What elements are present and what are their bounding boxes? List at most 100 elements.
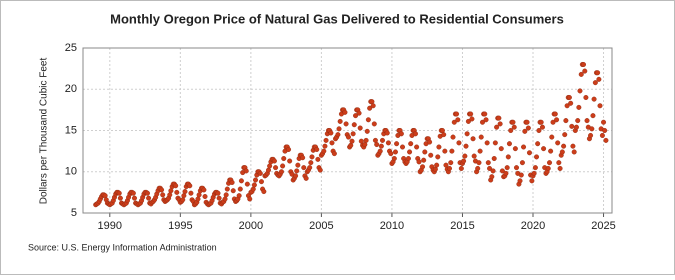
data-point xyxy=(562,132,568,138)
data-point xyxy=(539,124,545,130)
data-point xyxy=(548,148,554,154)
data-point xyxy=(300,155,306,161)
data-point xyxy=(308,160,314,166)
data-point xyxy=(573,124,579,130)
data-point xyxy=(525,125,531,131)
data-point xyxy=(273,165,279,171)
data-point xyxy=(535,141,541,147)
data-point xyxy=(532,165,538,171)
data-point xyxy=(541,146,547,152)
x-tick-label: 2005 xyxy=(309,220,333,232)
data-point xyxy=(531,170,537,176)
y-tick-label: 5 xyxy=(71,207,77,219)
data-point xyxy=(244,181,250,187)
data-point xyxy=(503,170,509,176)
data-point xyxy=(257,170,263,176)
data-point xyxy=(294,168,300,174)
data-point xyxy=(370,103,376,109)
data-point xyxy=(130,190,136,196)
x-tick-label: 2015 xyxy=(450,220,474,232)
data-point xyxy=(351,122,357,128)
data-point xyxy=(510,119,516,125)
data-point xyxy=(436,144,442,150)
data-point xyxy=(335,132,341,138)
data-point xyxy=(336,126,342,132)
data-point xyxy=(251,182,257,188)
data-point xyxy=(391,156,397,162)
data-point xyxy=(526,150,532,156)
data-point xyxy=(331,151,337,157)
data-point xyxy=(146,195,152,201)
data-point xyxy=(446,165,452,171)
data-point xyxy=(475,165,481,171)
data-point xyxy=(173,183,179,189)
data-point xyxy=(569,123,575,129)
data-point xyxy=(552,111,558,117)
data-point xyxy=(229,179,235,185)
data-point xyxy=(223,192,229,198)
data-point xyxy=(303,175,309,181)
data-point xyxy=(477,148,483,154)
data-point xyxy=(566,94,572,100)
data-point xyxy=(329,140,335,146)
data-point xyxy=(188,190,194,196)
data-point xyxy=(442,148,448,154)
data-point xyxy=(521,144,527,150)
data-point xyxy=(443,162,449,168)
data-point xyxy=(287,158,293,164)
data-point xyxy=(450,134,456,140)
data-point xyxy=(538,119,544,125)
data-point xyxy=(571,149,577,155)
data-point xyxy=(461,158,467,164)
data-point xyxy=(267,163,273,169)
data-point xyxy=(487,165,493,171)
data-point xyxy=(485,160,491,166)
data-point xyxy=(434,162,440,168)
data-point xyxy=(483,117,489,123)
data-point xyxy=(470,136,476,142)
data-point xyxy=(216,195,222,201)
data-point xyxy=(557,165,563,171)
data-point xyxy=(266,167,272,173)
data-point xyxy=(536,127,542,133)
data-point xyxy=(568,100,574,106)
x-tick-label: 1995 xyxy=(168,220,192,232)
data-point xyxy=(559,149,565,155)
data-point xyxy=(603,137,609,143)
data-point xyxy=(482,111,488,117)
data-point xyxy=(372,137,378,143)
data-point xyxy=(362,142,368,148)
x-tick-label: 2010 xyxy=(380,220,404,232)
data-point xyxy=(462,153,468,159)
data-point xyxy=(349,138,355,144)
data-point xyxy=(243,168,249,174)
data-point xyxy=(489,174,495,180)
data-point xyxy=(451,119,457,125)
data-point xyxy=(504,165,510,171)
data-point xyxy=(449,148,455,154)
data-point xyxy=(583,94,589,100)
data-point xyxy=(595,70,601,76)
source-note: Source: U.S. Energy Information Administ… xyxy=(28,242,217,252)
data-point xyxy=(392,149,398,155)
y-tick-label: 25 xyxy=(65,42,77,54)
x-tick-label: 2025 xyxy=(591,220,615,232)
data-point xyxy=(398,131,404,137)
chart-title: Monthly Oregon Price of Natural Gas Deli… xyxy=(110,11,564,26)
data-point xyxy=(363,137,369,143)
data-point xyxy=(365,117,371,123)
data-point xyxy=(519,160,525,166)
data-point xyxy=(497,121,503,127)
data-point xyxy=(529,178,535,184)
data-point xyxy=(422,149,428,155)
data-point xyxy=(454,111,460,117)
data-point xyxy=(238,178,244,184)
data-point xyxy=(492,140,498,146)
data-point xyxy=(116,190,122,196)
data-point xyxy=(379,137,385,143)
data-point xyxy=(371,121,377,127)
data-point xyxy=(180,197,186,203)
data-point xyxy=(581,62,587,68)
data-point xyxy=(358,138,364,144)
